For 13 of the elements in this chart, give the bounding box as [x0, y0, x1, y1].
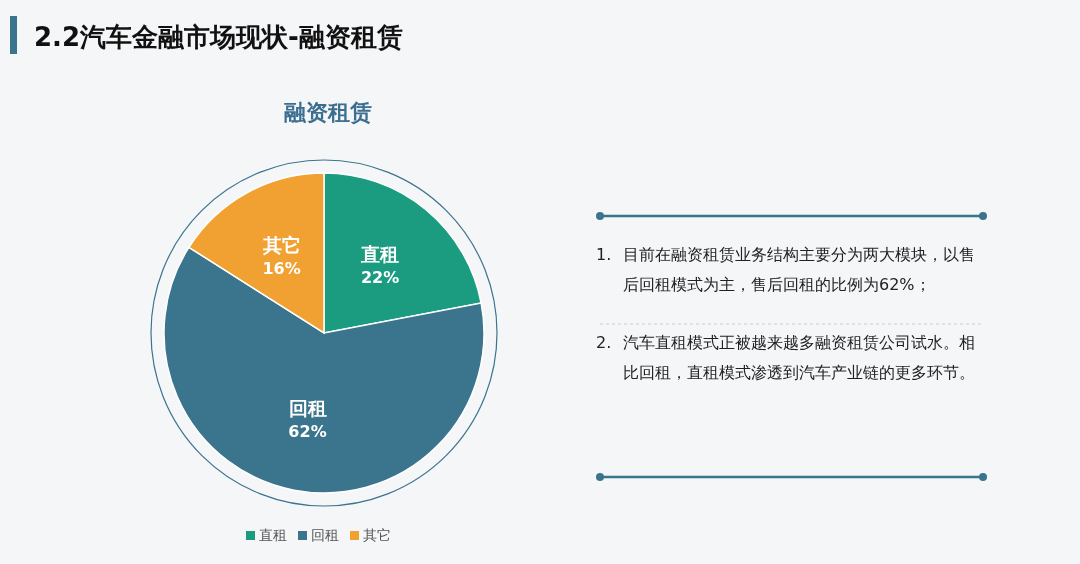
legend-label: 直租 [259, 527, 287, 543]
slice-label: 直租 [360, 243, 400, 266]
chart-title: 融资租赁 [284, 100, 372, 125]
legend-label: 其它 [363, 527, 391, 543]
legend-label: 回租 [311, 527, 339, 543]
data-label: 16% [262, 258, 301, 278]
chart-subtitle: 2.2汽车金融市场现状-融资租赁 [34, 22, 403, 52]
data-label: 22% [360, 268, 400, 288]
text: 1. 目前在融资租赁业务结构主要分为两大模块，以售后回租模式为主，售后回租的比例为62%； [596, 245, 975, 294]
text: 2. 汽车直租模式正被越来越多融资租赁公司试水。相比回租，直租模式渗透到汽车产业链的更多环节。 [596, 333, 975, 382]
data-label: 62% [288, 422, 327, 442]
slice-label: 其它 [261, 233, 301, 256]
slice-label: 回租 [288, 397, 327, 420]
